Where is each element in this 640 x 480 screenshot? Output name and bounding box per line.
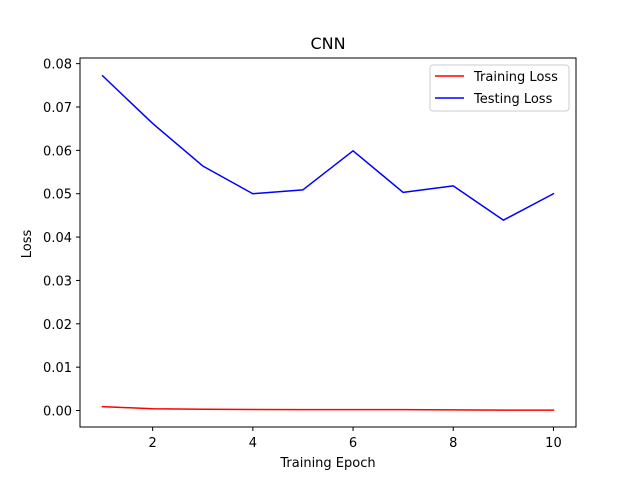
y-tick-label: 0.01 <box>43 361 72 376</box>
legend-label-2: Testing Loss <box>473 92 553 107</box>
y-tick-label: 0.06 <box>43 144 72 159</box>
x-tick-label: 8 <box>449 436 457 451</box>
plot-area: 2 4 6 8 10 0.00 0.01 0.02 0.03 0.04 0.05 0.06 0.07 0.… <box>43 57 577 451</box>
x-axis-label: Training Epoch <box>279 456 375 471</box>
x-tick-label: 6 <box>349 436 357 451</box>
y-tick-label: 0.00 <box>43 405 72 420</box>
series-line-1 <box>101 405 555 411</box>
y-tick-label: 0.02 <box>43 318 72 333</box>
legend-label-1: Training Loss <box>473 70 558 85</box>
legend: Training Loss Testing Loss <box>429 64 570 112</box>
x-tick-label: 2 <box>149 436 157 451</box>
y-tick-label: 0.07 <box>43 101 72 116</box>
y-tick-label: 0.05 <box>43 188 72 203</box>
axes-frame <box>79 57 577 428</box>
x-tick-label: 4 <box>249 436 257 451</box>
legend-box <box>429 64 570 112</box>
series-line-2 <box>101 74 555 221</box>
y-tick-label: 0.08 <box>43 58 72 73</box>
y-tick-label: 0.04 <box>43 231 72 246</box>
y-axis-label: Loss <box>20 230 35 259</box>
chart-title: CNN <box>310 34 345 53</box>
y-tick-label: 0.03 <box>43 274 72 289</box>
x-tick-label: 10 <box>545 436 562 451</box>
